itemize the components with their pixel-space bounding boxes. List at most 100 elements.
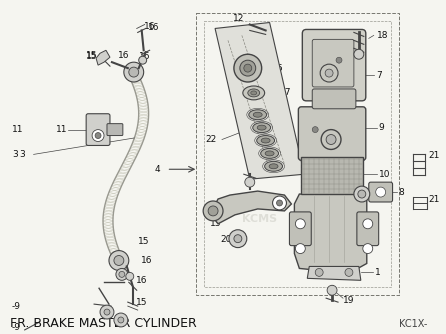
Text: 15: 15 xyxy=(136,298,147,307)
Circle shape xyxy=(363,243,373,254)
Circle shape xyxy=(114,313,128,327)
Polygon shape xyxy=(294,194,367,274)
Circle shape xyxy=(277,200,282,206)
Circle shape xyxy=(325,69,333,77)
Text: 22: 22 xyxy=(205,135,216,144)
Polygon shape xyxy=(301,157,363,194)
Text: 7: 7 xyxy=(377,70,383,79)
Ellipse shape xyxy=(260,148,279,158)
Text: 21: 21 xyxy=(428,151,440,160)
Ellipse shape xyxy=(269,164,278,169)
Ellipse shape xyxy=(265,151,274,156)
Circle shape xyxy=(240,60,256,76)
FancyBboxPatch shape xyxy=(302,29,366,101)
Polygon shape xyxy=(96,50,110,65)
FancyBboxPatch shape xyxy=(357,212,379,245)
FancyBboxPatch shape xyxy=(107,124,123,136)
Circle shape xyxy=(92,130,104,142)
Circle shape xyxy=(118,317,124,323)
Circle shape xyxy=(139,56,147,64)
Ellipse shape xyxy=(243,86,264,100)
Circle shape xyxy=(273,196,286,210)
Circle shape xyxy=(124,62,144,82)
Circle shape xyxy=(376,187,386,197)
Text: -9: -9 xyxy=(12,323,21,332)
Circle shape xyxy=(95,133,101,139)
Circle shape xyxy=(203,201,223,221)
Ellipse shape xyxy=(251,91,257,95)
Circle shape xyxy=(312,127,318,133)
Text: 6: 6 xyxy=(377,188,383,197)
Text: 8: 8 xyxy=(399,188,404,197)
Text: 16: 16 xyxy=(148,23,159,32)
Text: -9: -9 xyxy=(12,302,21,311)
Text: 16: 16 xyxy=(136,276,147,285)
Circle shape xyxy=(295,219,306,229)
Circle shape xyxy=(358,190,366,198)
Text: 16: 16 xyxy=(139,52,150,61)
FancyBboxPatch shape xyxy=(312,89,356,109)
Circle shape xyxy=(295,243,306,254)
Circle shape xyxy=(100,305,114,319)
Text: 14: 14 xyxy=(260,168,271,177)
FancyBboxPatch shape xyxy=(86,114,110,146)
Text: 3: 3 xyxy=(12,150,17,159)
Circle shape xyxy=(336,57,342,63)
Polygon shape xyxy=(215,22,304,179)
Text: 9: 9 xyxy=(379,123,384,132)
Circle shape xyxy=(126,273,134,280)
Circle shape xyxy=(234,54,262,82)
Text: 16: 16 xyxy=(118,51,129,60)
Bar xyxy=(196,13,399,295)
Ellipse shape xyxy=(261,138,270,143)
Text: KC1X-: KC1X- xyxy=(399,319,427,329)
Text: 1: 1 xyxy=(375,268,380,277)
Circle shape xyxy=(245,177,255,187)
Text: 21: 21 xyxy=(428,194,440,203)
Circle shape xyxy=(114,256,124,266)
Text: 3: 3 xyxy=(20,150,25,159)
Circle shape xyxy=(119,272,125,277)
Text: 18: 18 xyxy=(377,31,388,40)
Text: 11: 11 xyxy=(56,125,68,134)
Polygon shape xyxy=(210,191,291,224)
Text: 19: 19 xyxy=(343,296,355,305)
Text: 4: 4 xyxy=(155,165,160,174)
FancyBboxPatch shape xyxy=(312,39,354,87)
Circle shape xyxy=(315,269,323,276)
Text: 5: 5 xyxy=(277,63,282,72)
Circle shape xyxy=(327,285,337,295)
Text: 16: 16 xyxy=(144,22,155,31)
Ellipse shape xyxy=(249,110,267,120)
Circle shape xyxy=(345,269,353,276)
Ellipse shape xyxy=(257,136,275,146)
Circle shape xyxy=(354,186,370,202)
Circle shape xyxy=(129,67,139,77)
Text: 15: 15 xyxy=(86,51,98,60)
Circle shape xyxy=(363,219,373,229)
Ellipse shape xyxy=(257,125,266,130)
Text: 15: 15 xyxy=(86,52,98,61)
Ellipse shape xyxy=(253,123,271,133)
FancyBboxPatch shape xyxy=(289,212,311,245)
Circle shape xyxy=(326,135,336,145)
Circle shape xyxy=(234,235,242,242)
Text: 15: 15 xyxy=(138,237,149,246)
Text: FR. BRAKE MASTER CYLINDER: FR. BRAKE MASTER CYLINDER xyxy=(10,317,197,330)
Circle shape xyxy=(229,230,247,247)
Text: 11: 11 xyxy=(12,125,23,134)
Text: 17: 17 xyxy=(280,89,291,98)
Circle shape xyxy=(208,206,218,216)
Text: 20: 20 xyxy=(220,235,231,244)
Text: KCMS: KCMS xyxy=(242,214,277,224)
Bar xyxy=(204,20,391,287)
Text: 10: 10 xyxy=(379,170,390,179)
Text: 12: 12 xyxy=(233,14,244,23)
FancyBboxPatch shape xyxy=(298,107,366,160)
Circle shape xyxy=(244,64,252,72)
Circle shape xyxy=(104,309,110,315)
Ellipse shape xyxy=(248,89,260,97)
Text: 16: 16 xyxy=(140,256,152,265)
Polygon shape xyxy=(307,267,361,280)
Circle shape xyxy=(116,269,128,280)
